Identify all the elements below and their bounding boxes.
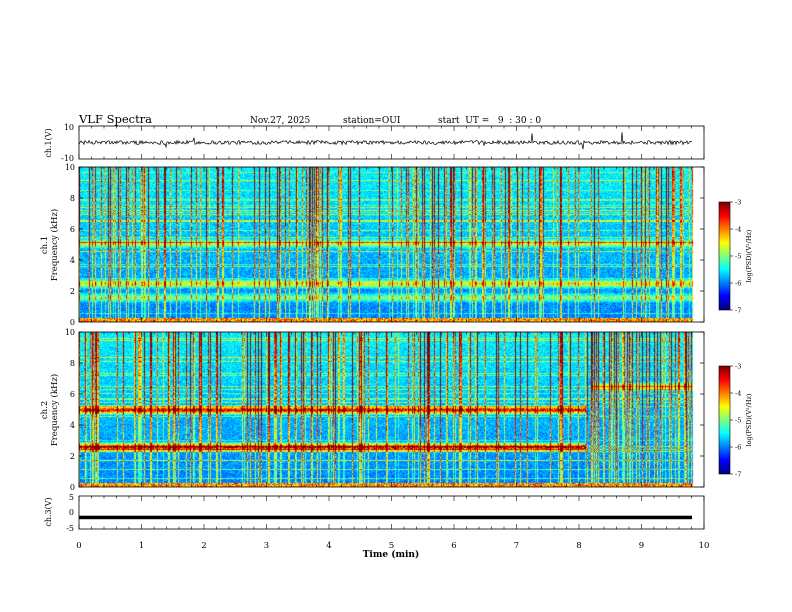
ch1-spectrogram-cbar-label-0: -3 xyxy=(735,199,741,207)
ch3-waveform-trace xyxy=(79,515,692,520)
ch2-spectrogram-cbar-label-3: -6 xyxy=(735,444,741,452)
time-axis-label: Time (min) xyxy=(363,549,420,560)
ch1-spectrogram-cbar-label-1: -4 xyxy=(735,226,741,234)
figure-title: VLF Spectra xyxy=(78,112,152,126)
ch1-colorbar-label: log(PSD)(V²/Hz) xyxy=(745,229,753,282)
ch1-colorbar: -3 -4 -5 -6 -7 log(PSD)(V²/Hz) xyxy=(718,199,753,315)
date-label: Nov.27, 2025 xyxy=(250,116,311,126)
ch1-spectrogram-image xyxy=(79,167,704,322)
ch3-ytick-top: 5 xyxy=(69,493,74,502)
start-time-label: start UT = 9 : 30 : 0 xyxy=(438,116,541,126)
station-label: station=OUI xyxy=(343,116,401,126)
time-tick-label-2: 2 xyxy=(201,541,206,551)
ch1-spectrogram-ytick-label-2: 4 xyxy=(70,256,75,265)
ch2-spectrogram-cbar-label-0: -3 xyxy=(735,363,741,371)
ch1-waveform-panel: ch.1(V) 10 -10 xyxy=(44,123,705,163)
ch1-spectrogram-cbar-label-4: -7 xyxy=(735,307,741,315)
ch1-spectrogram-channel: ch.1 xyxy=(40,236,50,254)
time-tick-label-10: 10 xyxy=(699,541,710,551)
time-axis: 0 1 2 3 4 5 6 7 8 9 10 xyxy=(76,126,709,551)
ch1-spectrogram-ylabel: Frequency (kHz) xyxy=(49,209,60,281)
ch2-spectrogram-ytick-label-2: 4 xyxy=(70,421,75,430)
time-tick-label-1: 1 xyxy=(139,541,144,551)
ch2-spectrogram-panel: 0 2 4 6 8 10 ch.2 Frequency (kHz) xyxy=(40,328,705,492)
ch1-spectrogram-cbar-label-3: -6 xyxy=(735,280,741,288)
ch2-spectrogram-ytick-label-1: 2 xyxy=(70,452,75,461)
ch3-ytick-mid: 0 xyxy=(69,508,74,517)
ch1-spectrogram-cbar-label-2: -5 xyxy=(735,253,741,261)
ch1-spectrogram-ytick-label-1: 2 xyxy=(70,287,75,296)
ch3-waveform-ylabel: ch.3(V) xyxy=(44,497,53,526)
time-tick-label-9: 9 xyxy=(639,541,644,551)
ch2-spectrogram-ytick-label-0: 0 xyxy=(70,483,75,492)
ch2-spectrogram-ylabel: Frequency (kHz) xyxy=(49,374,60,446)
ch1-waveform-trace xyxy=(78,132,693,150)
ch2-spectrogram-cbar-label-2: -5 xyxy=(735,417,741,425)
ch2-spectrogram-ytick-label-3: 6 xyxy=(70,390,75,399)
time-tick-label-3: 3 xyxy=(264,541,269,551)
time-tick-label-4: 4 xyxy=(326,541,331,551)
ch1-waveform-ylabel: ch.1(V) xyxy=(44,128,53,157)
time-tick-label-0: 0 xyxy=(76,541,81,551)
ch1-ytick-bottom: -10 xyxy=(61,154,74,163)
time-tick-label-6: 6 xyxy=(451,541,456,551)
ch2-spectrogram-image xyxy=(79,332,704,487)
ch2-spectrogram-ytick-label-5: 10 xyxy=(65,328,75,337)
ch2-spectrogram-cbar-label-1: -4 xyxy=(735,390,741,398)
time-tick-label-8: 8 xyxy=(576,541,581,551)
ch3-ytick-bottom: -5 xyxy=(66,524,74,533)
ch1-spectrogram-ytick-label-0: 0 xyxy=(70,318,75,327)
ch1-spectrogram-ytick-label-4: 8 xyxy=(70,194,75,203)
time-tick-label-7: 7 xyxy=(514,541,519,551)
ch2-spectrogram-channel: ch.2 xyxy=(40,401,50,419)
ch2-colorbar: -3 -4 -5 -6 -7 log(PSD)(V²/Hz) xyxy=(718,363,753,479)
ch2-spectrogram-cbar-label-4: -7 xyxy=(735,471,741,479)
time-tick-label-5: 5 xyxy=(389,541,394,551)
ch3-waveform-panel: ch.3(V) 5 0 -5 xyxy=(44,493,705,533)
ch1-spectrogram-ytick-label-5: 10 xyxy=(65,163,75,172)
ch1-spectrogram-panel: 0 2 4 6 8 10 ch.1 Frequency (kHz) xyxy=(40,163,705,327)
ch2-colorbar-gradient xyxy=(719,366,730,474)
ch1-colorbar-gradient xyxy=(719,202,730,310)
ch2-spectrogram-ytick-label-4: 8 xyxy=(70,359,75,368)
ch1-ytick-top: 10 xyxy=(64,123,74,132)
ch2-colorbar-label: log(PSD)(V²/Hz) xyxy=(745,393,753,446)
ch1-spectrogram-ytick-label-3: 6 xyxy=(70,225,75,234)
